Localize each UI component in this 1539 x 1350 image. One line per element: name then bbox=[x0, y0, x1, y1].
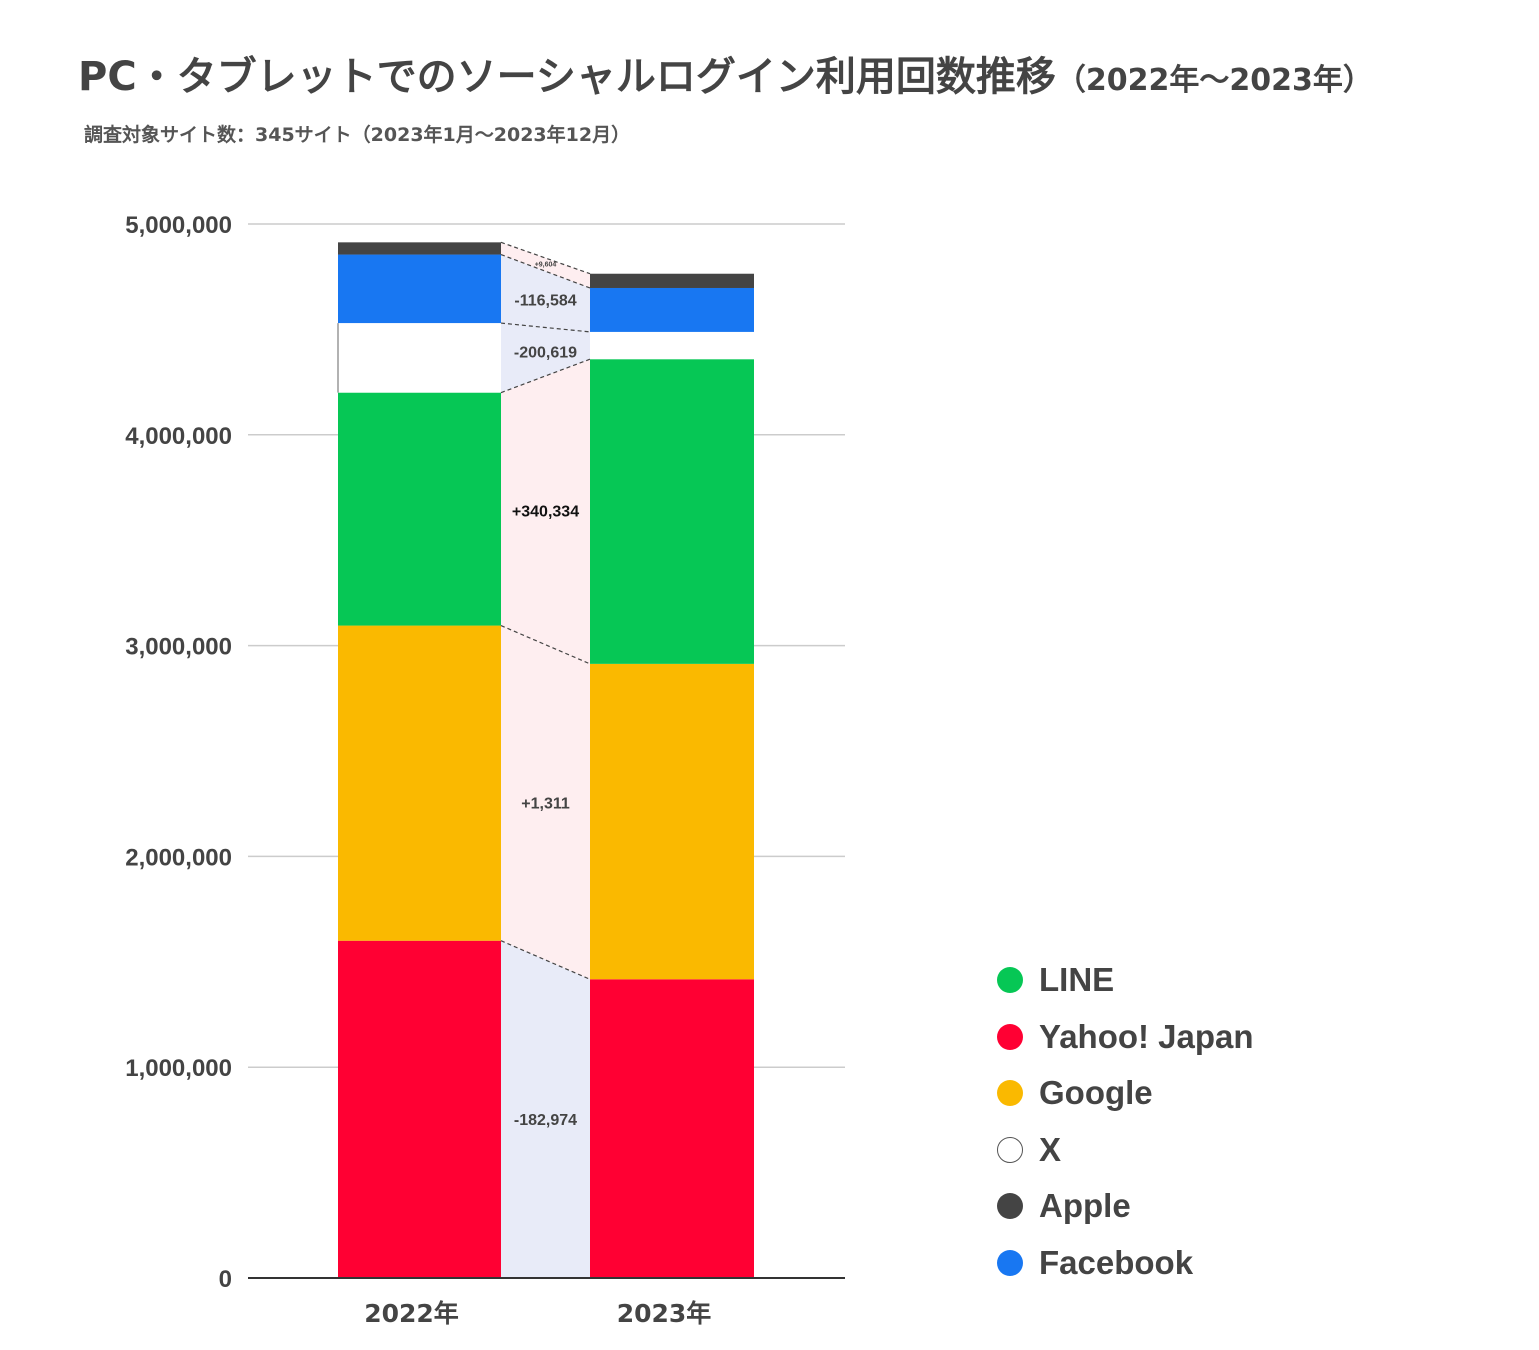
bar-segment bbox=[338, 323, 501, 393]
y-tick-label: 4,000,000 bbox=[125, 423, 232, 450]
connector-band bbox=[501, 940, 590, 1278]
change-label: +9,604 bbox=[535, 262, 557, 269]
bar-segment bbox=[590, 663, 754, 980]
y-tick-label: 3,000,000 bbox=[125, 634, 232, 661]
legend: LINE Yahoo! Japan Google X Apple Faceboo… bbox=[997, 952, 1254, 1291]
connector-line bbox=[500, 322, 591, 333]
legend-swatch-apple bbox=[997, 1193, 1023, 1220]
x-tick-label: 2023年 bbox=[617, 1299, 712, 1328]
legend-swatch-yahoo bbox=[997, 1023, 1023, 1050]
connector-band bbox=[501, 254, 590, 332]
legend-swatch-google bbox=[997, 1080, 1023, 1107]
legend-swatch-facebook bbox=[997, 1249, 1023, 1276]
legend-label-line: LINE bbox=[1039, 961, 1115, 999]
y-tick-label: 1,000,000 bbox=[125, 1055, 232, 1082]
bar-segment bbox=[590, 359, 754, 664]
legend-label-facebook: Facebook bbox=[1039, 1243, 1194, 1281]
legend-label-yahoo: Yahoo! Japan bbox=[1039, 1017, 1254, 1055]
legend-label-google: Google bbox=[1039, 1074, 1153, 1112]
connector-band bbox=[501, 359, 590, 664]
legend-item-yahoo: Yahoo! Japan bbox=[997, 1009, 1254, 1066]
y-tick-label: 0 bbox=[219, 1266, 232, 1293]
change-label: +340,334 bbox=[512, 503, 579, 520]
connector-band bbox=[501, 625, 590, 980]
bar-segment bbox=[338, 392, 501, 626]
x-tick-label: 2022年 bbox=[364, 1299, 459, 1328]
bar-segment bbox=[338, 940, 501, 1278]
bar-segment bbox=[590, 331, 754, 360]
chart-subtitle: 調査対象サイト数：345サイト（2023年1月〜2023年12月） bbox=[84, 124, 631, 146]
bar-segment bbox=[338, 625, 501, 941]
bar-segment bbox=[590, 287, 754, 332]
legend-item-facebook: Facebook bbox=[997, 1235, 1254, 1292]
connector-line bbox=[500, 358, 591, 394]
chart-title-main: PC・タブレットでのソーシャルログイン利用回数推移 bbox=[78, 54, 1056, 100]
change-label: -182,974 bbox=[514, 1112, 577, 1129]
legend-swatch-x bbox=[997, 1136, 1023, 1163]
change-label: -200,619 bbox=[514, 345, 577, 362]
change-label: +1,311 bbox=[521, 795, 570, 812]
legend-item-x: X bbox=[997, 1122, 1254, 1179]
legend-item-line: LINE bbox=[997, 952, 1254, 1009]
bar-segment bbox=[590, 273, 754, 288]
connector-line bbox=[500, 254, 591, 289]
legend-label-apple: Apple bbox=[1039, 1187, 1131, 1225]
bar-segment bbox=[338, 242, 501, 255]
connector-line bbox=[500, 625, 591, 665]
connector-band bbox=[501, 323, 590, 393]
legend-swatch-line bbox=[997, 967, 1023, 994]
bar-segment bbox=[590, 979, 754, 1278]
connector-band bbox=[501, 242, 590, 288]
change-label: -116,584 bbox=[514, 292, 576, 309]
legend-item-apple: Apple bbox=[997, 1178, 1254, 1235]
connector-line bbox=[500, 940, 591, 980]
bar-segment bbox=[338, 254, 501, 324]
y-tick-label: 2,000,000 bbox=[125, 844, 232, 871]
legend-item-google: Google bbox=[997, 1065, 1254, 1122]
y-tick-label: 5,000,000 bbox=[125, 212, 232, 239]
chart-title-period: （2022年〜2023年） bbox=[1055, 63, 1373, 98]
chart-title: PC・タブレットでのソーシャルログイン利用回数推移（2022年〜2023年） bbox=[78, 44, 1373, 102]
connector-line bbox=[500, 241, 591, 275]
legend-label-x: X bbox=[1039, 1130, 1062, 1168]
